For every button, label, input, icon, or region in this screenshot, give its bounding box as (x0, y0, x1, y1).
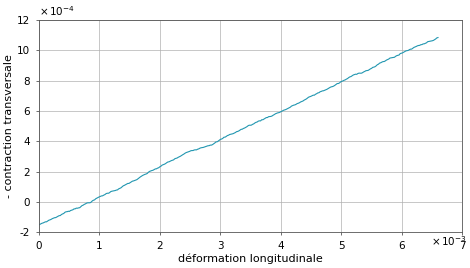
X-axis label: déformation longitudinale: déformation longitudinale (178, 253, 323, 264)
Text: $\times\,10^{-4}$: $\times\,10^{-4}$ (39, 4, 74, 18)
Text: $\times\,10^{-3}$: $\times\,10^{-3}$ (431, 234, 466, 248)
Y-axis label: - contraction transversale: - contraction transversale (4, 54, 14, 198)
